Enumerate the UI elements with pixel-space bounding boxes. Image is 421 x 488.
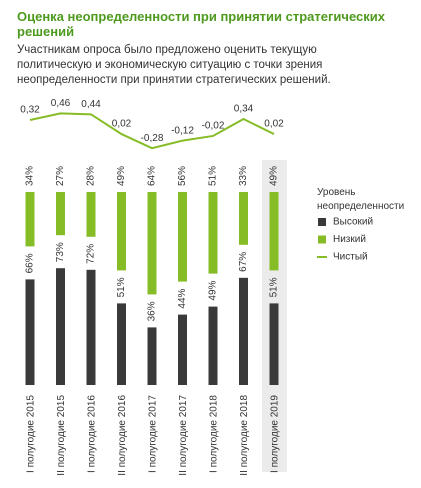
data-label: -0,28 [141,133,164,144]
data-label: 51% [269,277,280,297]
data-label: 49% [116,166,127,186]
x-tick-label: I полугодие 2016 [87,395,98,473]
legend-label: Чистый [333,252,368,263]
data-label: 51% [208,166,219,186]
x-tick-label: I полугодие 2018 [209,395,220,473]
x-tick-label: II полугодие 2017 [178,395,189,476]
bar [178,192,187,282]
chart-subtitle: Участникам опроса было предложено оценит… [17,44,331,86]
legend-swatch [318,235,326,244]
data-label: 34% [25,166,36,186]
data-label: 44% [177,288,188,308]
data-label: 0,44 [81,99,101,110]
data-label: -0,02 [202,121,225,132]
bar [178,314,187,385]
x-tick-label: II полугодие 2018 [239,395,250,476]
bar [25,279,35,385]
bar [25,192,35,247]
bar [239,277,248,385]
data-label: 49% [269,166,280,186]
data-label: 67% [238,252,249,272]
legend-swatch [318,218,326,226]
data-label: 73% [55,242,66,262]
bar [239,192,248,245]
bar [147,192,157,295]
data-label: 28% [86,166,97,186]
bar [269,303,279,385]
x-tick-label: I полугодие 2019 [270,395,281,473]
data-label: 0,46 [51,98,71,109]
x-tick-label: I полугодие 2015 [26,395,37,473]
data-label: 56% [177,166,188,186]
data-label: 0,34 [234,104,254,115]
data-label: 0,02 [112,119,132,130]
legend-label: Низкий [333,234,366,245]
bar [208,192,218,274]
data-label: 49% [208,280,219,300]
data-label: 66% [25,253,36,273]
data-label: 33% [238,166,249,186]
chart-title: Оценка неопределенности при принятии стр… [17,9,385,39]
bar [86,192,96,237]
data-label: 0,32 [20,105,40,116]
bar [117,303,126,385]
data-label: 27% [55,166,66,186]
data-label: -0,12 [171,125,194,136]
bar [147,327,157,385]
data-label: 36% [147,301,158,321]
x-tick-label: II полугодие 2015 [56,395,67,476]
data-label: 64% [147,166,158,186]
data-label: 51% [116,277,127,297]
x-tick-label: II полугодие 2016 [117,395,128,476]
bar [208,306,218,385]
bar [117,192,126,271]
bar [86,269,96,385]
bar [56,192,65,236]
line [29,112,275,150]
legend-label: Высокий [333,217,373,228]
data-label: 0,02 [264,119,284,130]
bar [269,192,279,271]
bar [56,268,65,385]
x-tick-label: I полугодие 2017 [148,395,159,473]
data-label: 72% [86,244,97,264]
legend-title: Уровень неопределенности [317,187,404,212]
